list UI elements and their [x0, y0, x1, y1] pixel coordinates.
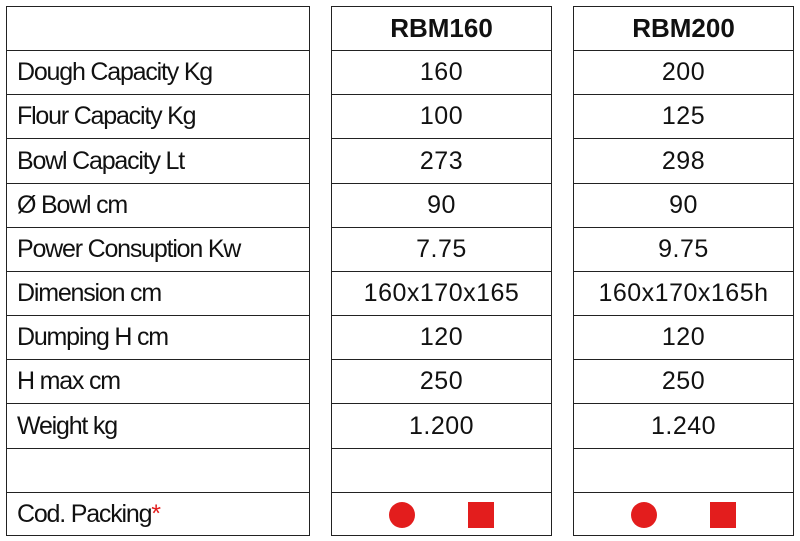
row-label: Dough Capacity Kg: [7, 51, 309, 96]
value-cell: 160x170x165: [332, 272, 551, 317]
circle-icon: [388, 501, 415, 528]
footer-label: Cod. Packing *: [7, 493, 309, 537]
value-cell: 125: [574, 95, 793, 140]
value-cell: 90: [574, 184, 793, 228]
row-label: Dumping H cm: [7, 316, 309, 361]
row-label: Dimension cm: [7, 272, 309, 317]
row-label: Weight kg: [7, 405, 309, 449]
header-cell: RBM200: [574, 7, 793, 52]
column: RBM160 160 100 273 90 7.75 160x170x165 120 250 1.…: [331, 6, 552, 536]
header-cell: [7, 7, 309, 52]
value-cell: 250: [574, 360, 793, 405]
footer-text: Cod. Packing: [17, 500, 152, 529]
square-icon: [468, 501, 495, 528]
value-cell: 100: [332, 95, 551, 140]
column: Dough Capacity Kg Flour Capacity Kg Bowl C…: [6, 6, 310, 536]
circle-icon: [630, 501, 657, 528]
value-cell: 9.75: [574, 228, 793, 272]
value-cell: 120: [332, 316, 551, 361]
header-cell: RBM160: [332, 7, 551, 52]
row-label: H max cm: [7, 360, 309, 405]
value-cell: 200: [574, 51, 793, 96]
value-cell: 1.200: [332, 405, 551, 449]
square-icon: [710, 501, 737, 528]
packing-icons: [574, 493, 793, 537]
value-cell: 160x170x165h: [574, 272, 793, 317]
value-cell: 1.240: [574, 405, 793, 449]
row-label: Power Consuption Kw: [7, 228, 309, 272]
empty-cell: [7, 449, 309, 493]
row-label: Bowl Capacity Lt: [7, 140, 309, 184]
value-cell: 120: [574, 316, 793, 361]
value-cell: 273: [332, 140, 551, 184]
value-cell: 250: [332, 360, 551, 405]
value-cell: 90: [332, 184, 551, 228]
value-cell: 298: [574, 140, 793, 184]
column: RBM200 200 125 298 90 9.75 160x170x165h 120 250 1…: [573, 6, 794, 536]
asterisk: *: [151, 500, 161, 529]
empty-cell: [574, 449, 793, 493]
row-label: Flour Capacity Kg: [7, 95, 309, 140]
value-cell: 7.75: [332, 228, 551, 272]
value-cell: 160: [332, 51, 551, 96]
empty-cell: [332, 449, 551, 493]
packing-icons: [332, 493, 551, 537]
row-label: Ø Bowl cm: [7, 184, 309, 228]
